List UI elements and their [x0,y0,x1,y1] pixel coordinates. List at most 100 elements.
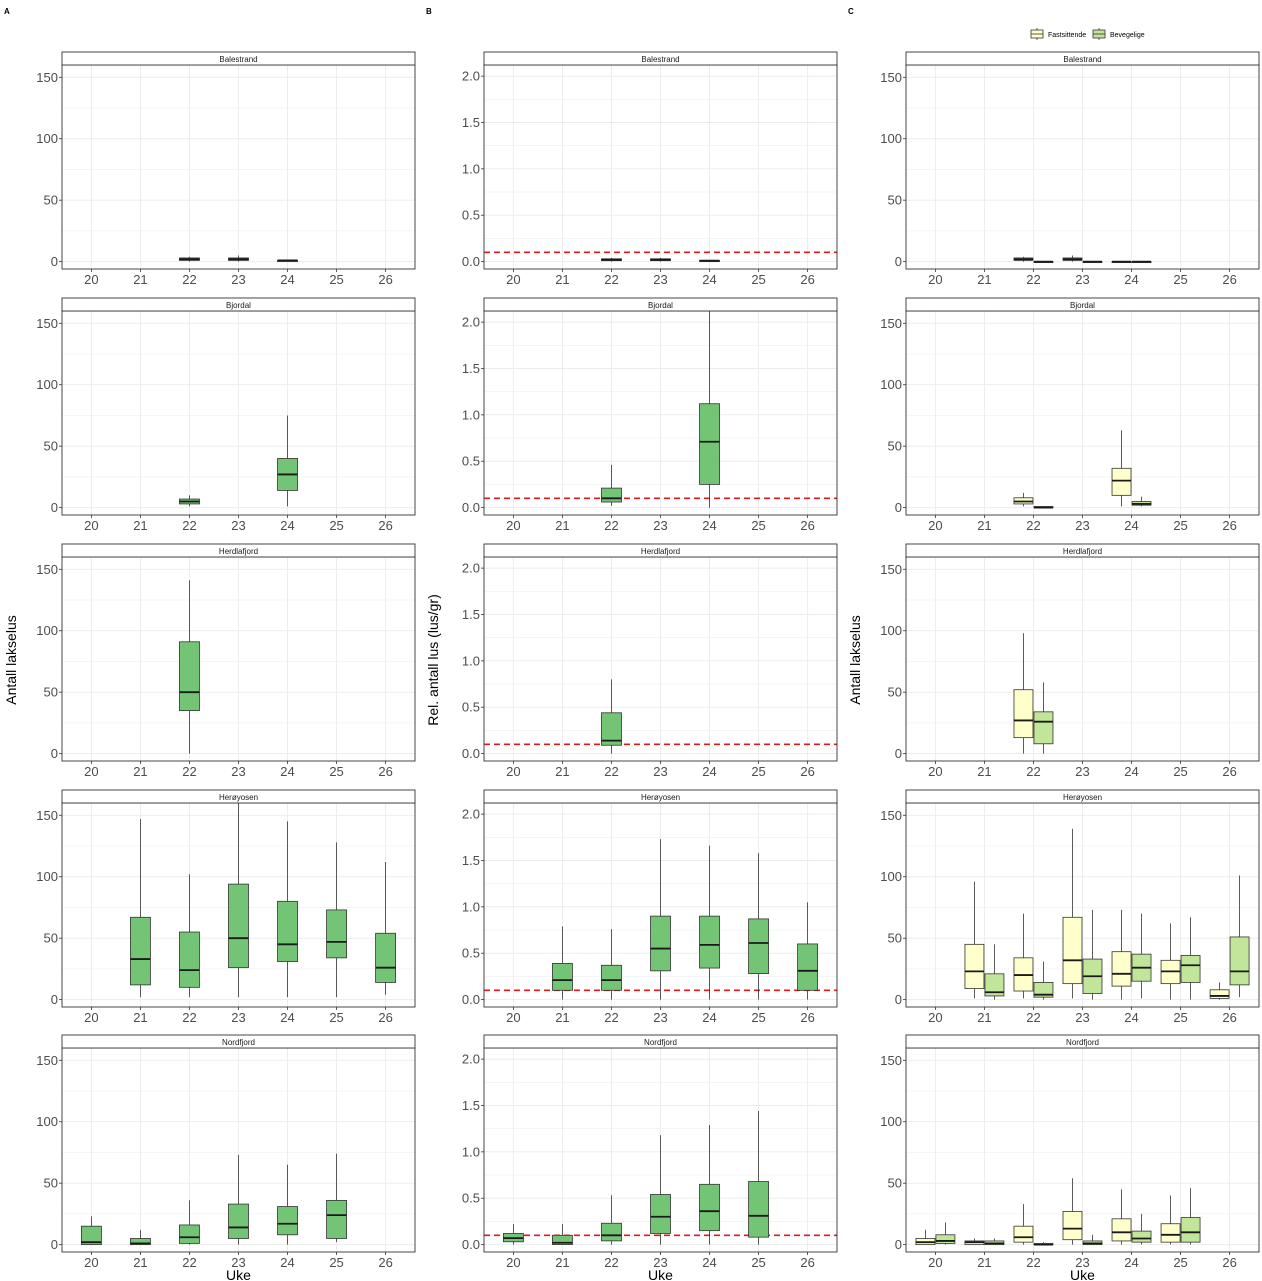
box-week-22 [179,1224,200,1244]
x-tick-label: 25 [751,1010,765,1025]
y-tick-label: 150 [880,316,902,331]
box-week-22 [1033,982,1054,998]
x-tick-label: 24 [280,272,294,287]
x-tick-label: 20 [928,1255,942,1270]
col-c-panel-3: Herøyosen 0 50 100 150 20 21 22 23 24 25 26 [880,789,1260,1025]
x-tick-label: 21 [133,272,147,287]
box-week-26 [375,932,396,983]
x-tick-label: 26 [378,764,392,779]
x-tick-label: 26 [1222,764,1236,779]
x-tick-label: 23 [653,1255,667,1270]
x-tick-label: 26 [800,518,814,533]
x-tick-label: 21 [133,1255,147,1270]
strip [483,543,838,558]
x-tick-label: 22 [604,272,618,287]
y-tick-label: 150 [36,808,58,823]
box-week-22 [601,1222,622,1242]
x-tick-label: 24 [1124,1010,1138,1025]
y-tick-label: 0 [51,254,58,269]
box-week-20 [81,1225,102,1246]
y-tick-label: 0 [895,254,902,269]
y-tick-label: 0 [895,500,902,515]
y-tick-label: 2.0 [462,1052,480,1067]
x-tick-label: 24 [280,764,294,779]
x-tick-label: 25 [1173,1255,1187,1270]
box-week-24 [699,403,720,485]
y-tick-label: 50 [44,1176,58,1191]
x-tick-label: 20 [84,518,98,533]
x-tick-label: 25 [329,1010,343,1025]
x-tick-label: 22 [604,1010,618,1025]
strip-label: Nordfjord [222,1038,255,1047]
x-tick-label: 24 [1124,1255,1138,1270]
box-week-24 [1131,1230,1152,1243]
y-tick-label: 150 [880,808,902,823]
x-tick-label: 20 [928,518,942,533]
col-b-panel-2: Herdlafjord 0.0 0.5 1.0 1.5 2.0 20 21 22 23 24 25 26 [462,543,838,779]
y-tick-label: 150 [36,562,58,577]
x-tick-label: 23 [1075,1010,1089,1025]
y-tick-label: 0 [895,746,902,761]
x-tick-label: 24 [280,1255,294,1270]
x-tick-label: 24 [702,272,716,287]
x-tick-label: 22 [1026,1010,1040,1025]
col-b-panel-3: Herøyosen 0.0 0.5 1.0 1.5 2.0 20 21 22 23 24 25 26 [462,789,838,1025]
x-tick-label: 25 [751,518,765,533]
col-c-y-axis-title: Antall lakselus [847,615,863,705]
col-a-panel-2: Herdlafjord 0 50 100 150 20 21 22 23 24 25 26 [36,543,416,779]
strip-label: Nordfjord [1066,1038,1099,1047]
x-tick-label: 20 [506,764,520,779]
x-tick-label: 20 [84,272,98,287]
x-tick-label: 24 [1124,272,1138,287]
x-tick-label: 25 [1173,764,1187,779]
strip-label: Bjordal [648,301,673,310]
x-tick-label: 21 [133,1010,147,1025]
y-tick-label: 100 [880,131,902,146]
col-a-x-axis-title: Uke [226,1267,251,1281]
box-week-20 [935,1234,956,1244]
y-tick-label: 50 [44,439,58,454]
box-week-21 [552,963,573,991]
y-tick-label: 50 [888,931,902,946]
x-tick-label: 20 [84,1255,98,1270]
box-week-22 [1013,689,1034,739]
box-week-21 [130,1238,151,1246]
x-tick-label: 22 [182,764,196,779]
y-tick-label: 1.5 [462,115,480,130]
box-week-25 [1160,1223,1181,1243]
x-tick-label: 23 [653,272,667,287]
y-tick-label: 0.5 [462,1191,480,1206]
x-tick-label: 25 [1173,272,1187,287]
x-tick-label: 21 [133,518,147,533]
strip-label: Balestrand [1063,55,1101,64]
x-tick-label: 20 [506,1010,520,1025]
col-b-panel-1: Bjordal 0.0 0.5 1.0 1.5 2.0 20 21 22 23 24 25 26 [462,297,838,533]
x-tick-label: 22 [1026,764,1040,779]
strip [483,297,838,312]
box-week-25 [748,918,769,975]
box-week-23 [650,915,671,972]
col-c-panel-0: Balestrand 0 50 100 150 20 21 22 23 24 25 26 [880,51,1260,287]
x-tick-label: 21 [977,272,991,287]
legend-label-fastsittende: Fastsittende [1048,32,1086,39]
y-tick-label: 150 [36,70,58,85]
x-tick-label: 25 [329,1255,343,1270]
x-tick-label: 23 [653,764,667,779]
x-tick-label: 24 [280,518,294,533]
y-tick-label: 0 [51,992,58,1007]
y-tick-label: 1.5 [462,1098,480,1113]
x-tick-label: 21 [977,1255,991,1270]
box-week-23 [1062,916,1083,985]
y-tick-label: 150 [36,1053,58,1068]
box-week-22 [601,712,622,746]
x-tick-label: 21 [555,272,569,287]
strip-label: Balestrand [219,55,257,64]
col-b-panel-0: Balestrand 0.0 0.5 1.0 1.5 2.0 20 21 22 23 24 25 26 [462,51,838,287]
box-week-24 [277,1206,298,1236]
box-week-24 [1111,951,1132,987]
y-tick-label: 0.0 [462,746,480,761]
x-tick-label: 22 [604,764,618,779]
x-tick-label: 21 [977,1010,991,1025]
strip-label: Herøyosen [1063,793,1102,802]
box-week-21 [964,943,985,989]
